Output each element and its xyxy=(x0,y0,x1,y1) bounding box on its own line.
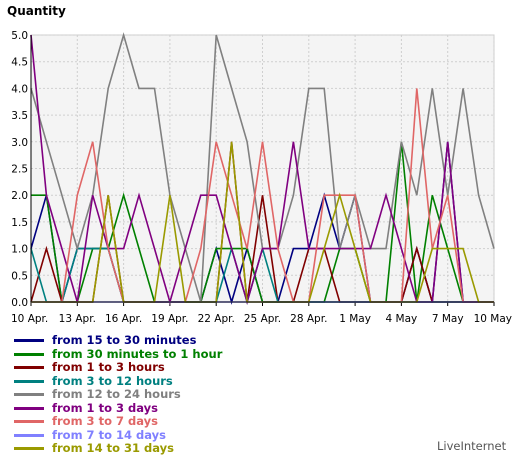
x-tick-label: 25 Apr. xyxy=(244,313,281,325)
y-tick-label: 1.0 xyxy=(11,244,28,256)
legend-swatch xyxy=(14,393,44,397)
x-tick-label: 22 Apr. xyxy=(198,313,235,325)
legend-item: from 12 to 24 hours xyxy=(14,388,222,402)
legend-label: from 1 to 3 hours xyxy=(52,360,165,375)
x-tick-label: 13 Apr. xyxy=(59,313,96,325)
legend-swatch xyxy=(14,433,44,437)
series-line-7 xyxy=(31,88,494,303)
legend-label: from 7 to 14 days xyxy=(52,427,166,442)
legend-swatch xyxy=(14,406,44,410)
legend-swatch xyxy=(14,352,44,356)
legend-swatch xyxy=(14,420,44,424)
legend: from 15 to 30 minutes from 30 minutes to … xyxy=(14,334,222,456)
x-tick-label: 16 Apr. xyxy=(105,313,142,325)
x-tick-label: 10 Apr. xyxy=(11,313,48,325)
legend-label: from 30 minutes to 1 hour xyxy=(52,346,223,361)
legend-item: from 3 to 7 days xyxy=(14,415,222,429)
y-axis-ticks: 0.0 0.5 1.0 1.5 2.0 2.5 3.0 3.5 4.0 4.5 5.0 xyxy=(11,30,28,309)
y-tick-label: 2.0 xyxy=(11,190,28,202)
legend-swatch xyxy=(14,366,44,370)
x-tick-label: 7 May xyxy=(432,313,464,325)
legend-label: from 3 to 7 days xyxy=(52,414,158,429)
legend-swatch xyxy=(14,447,44,451)
legend-item: from 7 to 14 days xyxy=(14,427,222,443)
x-tick-label: 1 May xyxy=(339,313,371,325)
legend-item: from 30 minutes to 1 hour xyxy=(14,346,223,362)
y-tick-label: 1.5 xyxy=(11,217,28,229)
x-tick-label: 19 Apr. xyxy=(151,313,188,325)
y-tick-label: 0.5 xyxy=(11,270,28,282)
x-tick-label: 10 May xyxy=(474,313,512,325)
legend-label: from 14 to 31 days xyxy=(52,441,174,456)
legend-swatch xyxy=(14,339,44,343)
legend-label: from 12 to 24 hours xyxy=(52,387,181,402)
y-tick-label: 2.5 xyxy=(11,164,28,176)
x-tick-label: 28 Apr. xyxy=(290,313,327,325)
y-axis-title: Quantity xyxy=(7,4,66,18)
legend-swatch xyxy=(14,379,44,383)
y-tick-label: 3.0 xyxy=(11,137,28,149)
x-axis-ticks: 10 Apr. 13 Apr. 16 Apr. 19 Apr. 22 Apr. 25 Ap… xyxy=(11,302,512,325)
y-tick-label: 0.0 xyxy=(11,297,28,309)
x-tick-label: 4 May xyxy=(386,313,418,325)
y-tick-label: 3.5 xyxy=(11,110,28,122)
legend-label: from 15 to 30 minutes xyxy=(52,333,197,348)
legend-item: from 3 to 12 hours xyxy=(14,373,222,389)
y-tick-label: 5.0 xyxy=(11,30,28,42)
legend-label: from 1 to 3 days xyxy=(52,400,158,415)
legend-item: from 14 to 31 days xyxy=(14,442,222,456)
legend-item: from 1 to 3 hours xyxy=(14,361,222,375)
y-tick-label: 4.5 xyxy=(11,57,28,69)
legend-item: from 1 to 3 days xyxy=(14,400,222,416)
chart-canvas: 0.0 0.5 1.0 1.5 2.0 2.5 3.0 3.5 4.0 4.5 5.0 10 Apr… xyxy=(11,30,512,325)
y-tick-label: 4.0 xyxy=(11,83,28,95)
brand-label: LiveInternet xyxy=(437,439,507,453)
legend-item: from 15 to 30 minutes xyxy=(14,334,222,348)
legend-label: from 3 to 12 hours xyxy=(52,373,173,388)
